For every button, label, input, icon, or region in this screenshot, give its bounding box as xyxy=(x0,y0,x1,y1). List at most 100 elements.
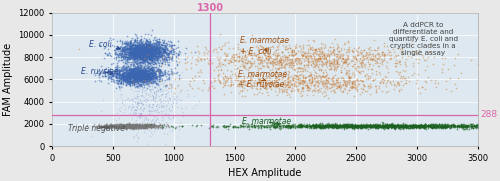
Point xyxy=(144,123,152,126)
Point xyxy=(151,52,159,55)
Point xyxy=(144,42,152,45)
Point xyxy=(266,125,274,128)
Point xyxy=(407,125,415,128)
Point xyxy=(296,126,304,129)
Point xyxy=(132,44,140,47)
Point xyxy=(126,77,134,80)
Point xyxy=(136,54,144,56)
Point xyxy=(164,49,172,52)
Point xyxy=(224,84,232,87)
Point xyxy=(120,67,128,70)
Point xyxy=(124,51,132,54)
Point xyxy=(130,72,138,75)
Point xyxy=(449,126,457,129)
Point xyxy=(126,73,134,76)
Point xyxy=(110,125,118,127)
Point xyxy=(434,123,442,126)
Point xyxy=(364,126,372,129)
Point xyxy=(362,125,370,128)
Point xyxy=(170,43,178,46)
Point xyxy=(378,125,386,128)
Point xyxy=(430,125,438,128)
Point xyxy=(377,80,385,83)
Point xyxy=(145,68,153,71)
Point xyxy=(459,125,467,128)
Point xyxy=(252,53,260,56)
Point xyxy=(138,53,146,56)
Point xyxy=(283,82,291,85)
Point xyxy=(330,124,338,127)
Point xyxy=(135,42,143,45)
Point xyxy=(124,125,132,128)
Point xyxy=(311,65,319,68)
Point xyxy=(135,51,143,54)
Point xyxy=(134,48,142,51)
Point xyxy=(319,123,327,126)
Point xyxy=(145,77,153,80)
Point xyxy=(244,82,252,85)
Point xyxy=(115,53,123,56)
Point xyxy=(156,123,164,126)
Point xyxy=(344,73,352,76)
Point xyxy=(126,80,134,83)
Point xyxy=(134,51,141,54)
Point xyxy=(117,54,125,57)
Point xyxy=(125,45,133,48)
Point xyxy=(388,124,396,127)
Point xyxy=(311,89,319,92)
Point xyxy=(348,125,356,128)
Point xyxy=(107,55,115,58)
Point xyxy=(145,44,153,47)
Point xyxy=(287,75,295,78)
Point xyxy=(98,125,106,128)
Point xyxy=(137,78,145,81)
Point xyxy=(146,43,154,46)
Point xyxy=(321,91,329,94)
Point xyxy=(364,125,372,128)
Point xyxy=(152,118,160,121)
Point xyxy=(267,80,275,83)
Point xyxy=(253,73,261,76)
Point xyxy=(288,81,296,84)
Point xyxy=(284,58,292,61)
Point xyxy=(414,125,422,128)
Point xyxy=(447,124,455,127)
Point xyxy=(144,78,152,81)
Point xyxy=(408,40,416,43)
Point xyxy=(153,54,161,57)
Point xyxy=(416,125,424,128)
Point xyxy=(133,44,141,47)
Point xyxy=(135,68,143,71)
Point xyxy=(142,77,150,80)
Point xyxy=(144,77,152,80)
Point xyxy=(260,52,268,55)
Point xyxy=(159,110,167,113)
Point xyxy=(405,125,413,128)
Point xyxy=(147,77,155,80)
Point xyxy=(300,80,308,83)
Point xyxy=(199,79,207,81)
Point xyxy=(107,77,115,80)
Point xyxy=(134,51,141,54)
Point xyxy=(147,68,155,71)
Point xyxy=(332,125,340,128)
Point xyxy=(144,76,152,79)
Point xyxy=(121,62,129,65)
Point xyxy=(132,51,140,54)
Point xyxy=(126,74,134,77)
Point xyxy=(326,77,334,80)
Point xyxy=(382,64,390,67)
Point xyxy=(448,123,456,126)
Point xyxy=(140,77,148,80)
Point xyxy=(343,123,351,126)
Point xyxy=(346,125,354,128)
Point xyxy=(125,57,133,60)
Point xyxy=(152,43,160,46)
Point xyxy=(116,75,124,78)
Point xyxy=(384,124,392,127)
Point xyxy=(162,57,170,60)
Point xyxy=(369,54,377,57)
Point xyxy=(114,73,122,76)
Point xyxy=(274,125,282,128)
Point xyxy=(325,63,333,66)
